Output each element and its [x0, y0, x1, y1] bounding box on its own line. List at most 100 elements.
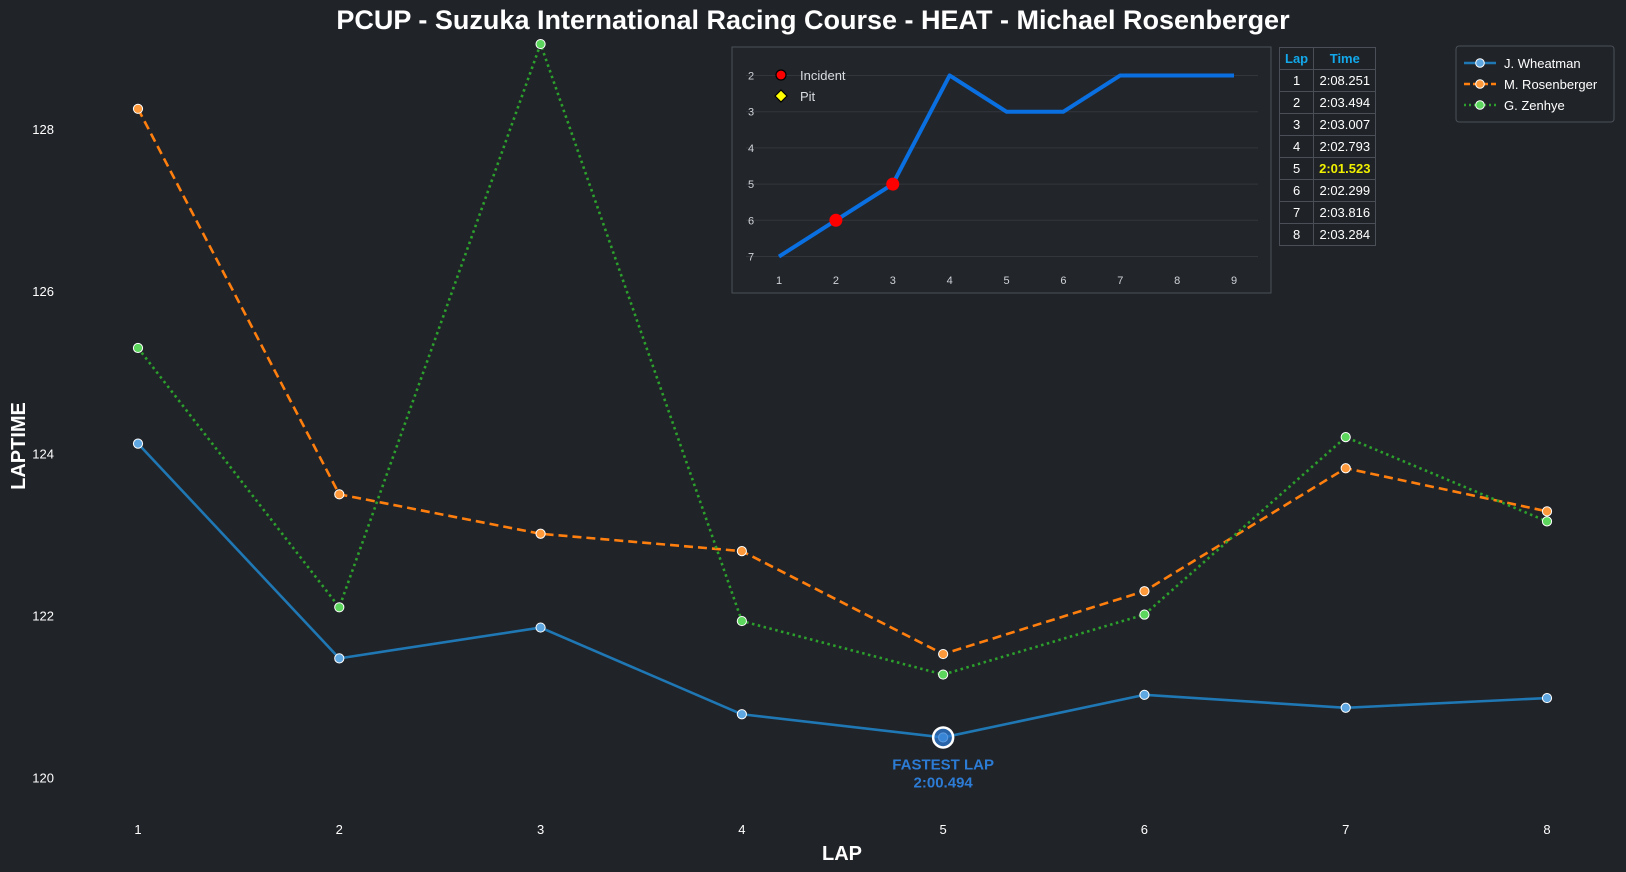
lap-number-cell: 3: [1278, 113, 1315, 136]
inset-y-tick-label: 3: [748, 107, 754, 119]
data-point: [1340, 432, 1351, 443]
lap-number-cell: 5: [1278, 157, 1315, 180]
fastest-lap-value: 2:00.494: [914, 774, 974, 791]
time-column-header: Time: [1313, 47, 1377, 70]
inset-legend-label: Incident: [800, 68, 846, 83]
x-tick-label: 3: [537, 822, 544, 837]
inset-frame: [731, 46, 1272, 294]
data-point: [736, 546, 747, 557]
x-tick-label: 1: [134, 822, 141, 837]
data-point: [1541, 692, 1553, 704]
inset-y-tick-label: 4: [748, 143, 754, 155]
inset-y-tick-label: 5: [748, 179, 754, 191]
data-point: [535, 622, 546, 633]
data-point: [334, 489, 345, 500]
lap-time-cell: 2:08.251: [1313, 69, 1377, 92]
table-row: 7 2:03.816: [1278, 201, 1377, 224]
y-tick-label: 128: [32, 122, 54, 137]
table-row: 2 2:03.494: [1278, 91, 1377, 114]
inset-y-tick-label: 2: [748, 70, 754, 82]
incident-marker: [829, 213, 843, 227]
x-tick-label: 6: [1141, 822, 1148, 837]
inset-y-tick-label: 7: [748, 252, 754, 264]
inset-x-tick-label: 6: [1060, 275, 1066, 287]
data-point: [132, 342, 144, 354]
data-point: [334, 602, 345, 613]
inset-x-tick-label: 9: [1231, 275, 1237, 287]
data-point: [1139, 689, 1150, 700]
data-point: [535, 528, 546, 539]
data-point: [132, 103, 144, 114]
lap-time-cell: 2:03.007: [1313, 113, 1377, 136]
series-line-j-wheatman: [137, 442, 1548, 739]
fastest-lap-label: FASTEST LAP: [892, 756, 994, 773]
legend-marker: [1475, 100, 1485, 110]
lap-number-cell: 6: [1278, 179, 1315, 202]
lap-time-cell: 2:01.523: [1313, 157, 1377, 180]
inset-y-tick-label: 6: [748, 215, 754, 227]
lap-number-cell: 8: [1278, 223, 1315, 246]
lap-number-cell: 1: [1278, 69, 1315, 92]
legend-box: [1455, 45, 1615, 123]
data-point: [1340, 463, 1351, 474]
pit-legend-icon: [774, 89, 788, 103]
x-axis-label: LAP: [822, 843, 862, 865]
data-point: [1340, 702, 1351, 713]
lap-time-cell: 2:03.494: [1313, 91, 1377, 114]
table-row: 5 2:01.523: [1278, 157, 1377, 180]
data-point: [736, 709, 747, 720]
x-tick-label: 8: [1543, 822, 1550, 837]
x-tick-label: 7: [1342, 822, 1349, 837]
y-axis-label: LAPTIME: [8, 402, 30, 490]
series-line-m-rosenberger: [136, 108, 1548, 656]
data-point: [1541, 516, 1553, 527]
data-point: [938, 648, 949, 660]
data-point: [334, 653, 345, 664]
x-tick-label: 2: [336, 822, 343, 837]
lap-time-cell: 2:02.299: [1313, 179, 1377, 202]
table-row: 1 2:08.251: [1278, 69, 1377, 92]
lap-time-cell: 2:02.793: [1313, 135, 1377, 158]
legend-label: M. Rosenberger: [1504, 77, 1598, 92]
table-row: 8 2:03.284: [1278, 223, 1377, 246]
series-line-g-zenhye: [136, 42, 1548, 676]
inset-legend-label: Pit: [800, 89, 816, 104]
position-inset: 2 3 4 5 6 7 1 2 3 4 5 6 7 8 9 Incident Pit: [731, 46, 1272, 294]
lap-number-cell: 2: [1278, 91, 1315, 114]
data-point: [1139, 586, 1150, 597]
data-point: [736, 615, 747, 627]
lap-number-cell: 7: [1278, 201, 1315, 224]
data-point: [1541, 506, 1553, 517]
incident-legend-icon: [775, 69, 787, 81]
inset-x-tick-label: 8: [1174, 275, 1180, 287]
lap-time-table: Lap Time 1 2:08.251 2 2:03.494 3 2:03.007 4 2:0…: [1278, 47, 1377, 246]
inset-x-tick-label: 3: [890, 275, 896, 287]
lap-time-cell: 2:03.816: [1313, 201, 1377, 224]
data-point: [1139, 609, 1150, 620]
x-tick-label: 4: [738, 822, 745, 837]
y-tick-label: 120: [32, 770, 54, 785]
y-tick-label: 122: [32, 608, 54, 623]
fastest-lap-marker: [931, 726, 955, 749]
x-tick-label: 5: [940, 822, 947, 837]
table-header-row: Lap Time: [1278, 47, 1377, 70]
data-point: [132, 438, 144, 449]
inset-x-tick-label: 4: [947, 275, 953, 287]
legend-marker: [1475, 58, 1485, 68]
data-point: [938, 669, 949, 680]
inset-x-tick-label: 2: [833, 275, 839, 287]
chart-title: PCUP - Suzuka International Racing Cours…: [336, 5, 1290, 35]
inset-position-line: [777, 73, 1234, 259]
lap-number-cell: 4: [1278, 135, 1315, 158]
inset-x-tick-label: 7: [1117, 275, 1123, 287]
y-tick-label: 126: [32, 284, 54, 299]
lap-time-cell: 2:03.284: [1313, 223, 1377, 246]
legend-marker: [1475, 79, 1485, 89]
legend-label: G. Zenhye: [1504, 98, 1565, 113]
table-row: 6 2:02.299: [1278, 179, 1377, 202]
legend-label: J. Wheatman: [1504, 56, 1581, 71]
incident-marker: [886, 177, 900, 191]
